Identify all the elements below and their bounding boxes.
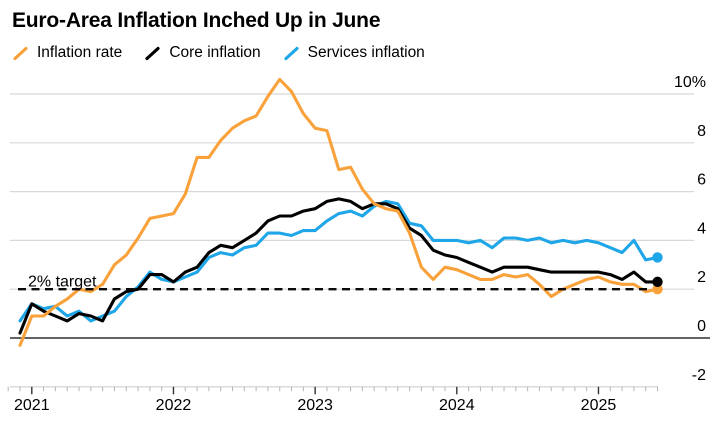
end-dot-core-inflation [652, 276, 663, 288]
x-axis-label-2022: 2022 [156, 397, 192, 414]
legend-label-inflation-rate: Inflation rate [37, 44, 123, 61]
x-axis-label-2024: 2024 [439, 397, 475, 414]
inflation-rate-line-swatch-icon [13, 46, 28, 60]
y-axis-label-8: 8 [697, 123, 706, 140]
core-inflation-line-swatch-icon [145, 46, 160, 60]
y-axis-label--2: -2 [692, 367, 706, 384]
y-axis-label-10%: 10% [674, 74, 706, 91]
series-line-services-inflation [18, 199, 660, 323]
legend-item-services-inflation: Services inflation [283, 44, 425, 62]
x-axis-label-2023: 2023 [297, 397, 333, 414]
y-axis-label-2: 2 [697, 269, 706, 286]
legend-item-inflation-rate: Inflation rate [12, 44, 122, 62]
x-axis-label-2025: 2025 [581, 397, 617, 414]
series-line-inflation-rate [18, 77, 660, 347]
legend-label-services-inflation: Services inflation [307, 44, 425, 61]
x-axis-label-2021: 2021 [14, 397, 50, 414]
end-dot-inflation-rate [652, 284, 663, 295]
legend-item-core-inflation: Core inflation [144, 44, 261, 62]
legend: Inflation rate Core inflation Services i… [12, 44, 425, 62]
chart-title: Euro-Area Inflation Inched Up in June [12, 9, 381, 32]
target-line-annotation: 2% target [28, 274, 97, 291]
series-line-core-inflation [18, 197, 660, 335]
y-axis-label-6: 6 [697, 172, 706, 189]
services-inflation-line-swatch-icon [284, 46, 299, 60]
y-axis-label-0: 0 [697, 318, 706, 335]
y-axis-label-4: 4 [697, 220, 706, 237]
legend-label-core-inflation: Core inflation [169, 44, 261, 61]
end-dot-services-inflation [652, 252, 663, 263]
